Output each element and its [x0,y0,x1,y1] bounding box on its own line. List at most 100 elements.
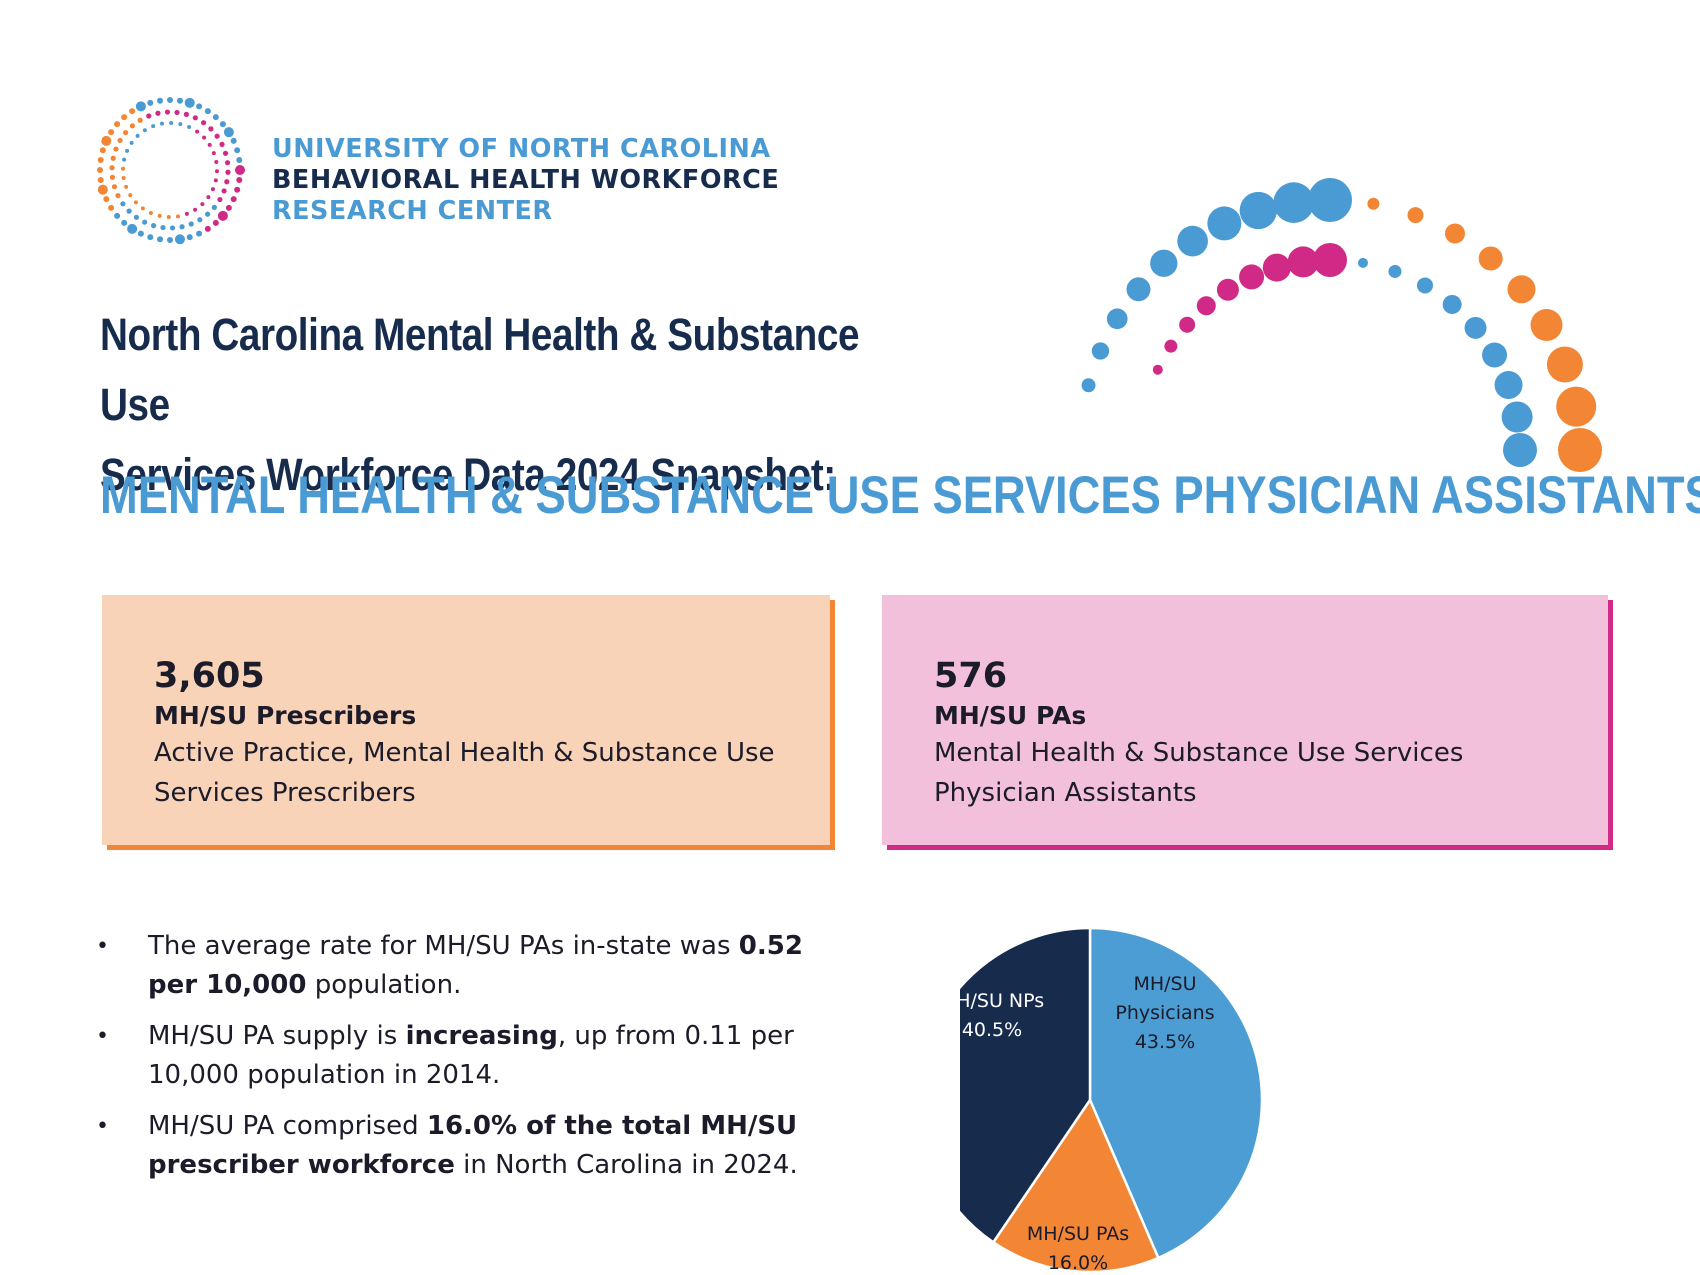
arc-dot [1273,182,1315,223]
logo-dot [108,204,115,211]
text-run-bold: 16.0% of the total MH/SU prescriber work… [148,1111,798,1180]
text-run: MH/SU PA supply is [148,1021,406,1051]
logo-dot [230,137,237,144]
logo-dot [196,103,203,110]
logo-dot [207,142,212,147]
arc-dot [1482,342,1508,368]
arc-dot [1558,428,1602,472]
text-run: in North Carolina in 2024. [454,1150,798,1180]
arc-dot [1507,275,1536,304]
logo-dot [230,196,237,203]
logo-dot [133,214,140,220]
arc-dot [1196,296,1216,316]
logo-dot [160,224,166,231]
text-run: The average rate for MH/SU PAs in-state … [148,931,739,961]
logo-dot [202,135,207,140]
logo-dot [120,201,126,207]
list-item: • MH/SU PA supply is increasing, up from… [96,1017,816,1095]
key-findings-list: • The average rate for MH/SU PAs in-stat… [96,927,816,1197]
logo-dot [214,169,219,174]
logo-dot [219,141,225,147]
logo-rings [97,97,245,245]
arc-dot [1530,309,1563,341]
bullet-icon: • [96,934,109,959]
stat-description: Active Practice, Mental Health & Substan… [154,738,775,808]
stat-number: 576 [934,656,1008,696]
list-item: • MH/SU PA comprised 16.0% of the total … [96,1107,816,1185]
text-run: population. [306,970,462,1000]
pie-label-mh-su-pas: MH/SU PAs 16.0% [1027,1223,1129,1274]
logo-dot [184,97,195,108]
arc-dot [1091,342,1110,360]
logo-dot [97,176,104,183]
stat-card-pas: 576 MH/SU PAs Mental Health & Substance … [882,595,1608,845]
logo-dot [117,137,123,144]
stat-description: Mental Health & Substance Use Services P… [934,738,1464,808]
logo-dot [179,224,185,230]
page-title-line2: Services Workforce Data 2024 Snapshot: [100,449,836,500]
logo-dot [99,147,106,154]
logo-dot [206,195,211,200]
logo-dot [121,166,126,171]
logo-dot [137,230,144,237]
arc-dot [1164,339,1178,353]
logo-dot [225,204,232,211]
logo-dot [101,135,112,146]
logo-dot [210,187,215,192]
logo-dot [204,225,211,232]
arc-dot [1503,433,1537,467]
arc-dot [1239,191,1277,230]
logo-dot [212,219,219,226]
arc-dot [1239,264,1265,290]
logo-dot [121,219,128,226]
arc-dot [1464,316,1487,339]
logo-dot [123,130,129,136]
logo-dot [125,148,130,153]
bullet-icon: • [96,1114,109,1139]
logo-dot [214,160,219,165]
logo-dot [97,157,104,164]
logo-dot [192,115,198,121]
logo-dot [122,157,127,162]
arc-dot [1445,223,1465,244]
arc-dot [1357,257,1368,268]
org-name-line1: UNIVERSITY OF NORTH CAROLINA [272,134,771,164]
logo-dot [121,175,126,180]
logo-dot [124,184,129,189]
logo-dot [109,165,115,171]
logo-dot [200,120,207,126]
logo-dot [224,160,231,166]
arc-dot [1313,243,1347,277]
logo-dot [217,210,228,221]
pie-slice-mh-su-physicians [1088,926,1264,1260]
logo-dot [147,99,154,106]
arc-dot [1388,264,1402,278]
org-name: UNIVERSITY OF NORTH CAROLINA BEHAVIORAL … [272,134,779,227]
arc-dot [1152,364,1163,375]
logo-dot [186,234,193,241]
logo-dot [213,178,218,183]
logo-dot [169,225,176,231]
logo-dot [97,167,103,173]
logo-dot [121,114,128,121]
logo-dot [195,129,200,134]
logo-dot [234,147,241,154]
logo-dot [204,108,211,115]
logo-dot [178,122,183,127]
bullet-icon: • [96,1024,109,1049]
logo-dot [196,230,203,237]
org-name-line2: BEHAVIORAL HEALTH WORKFORCE [272,165,780,195]
logo-dot [217,196,223,203]
logo-dot [166,214,171,219]
arc-dot [1442,294,1462,314]
logo-dot [164,109,171,115]
stat-number: 3,605 [154,656,265,696]
logo-dot [222,150,229,156]
arc-dot [1494,371,1523,400]
logo-dot [126,208,132,214]
logo-dot [137,117,143,123]
page-title-line1: North Carolina Mental Health & Substance… [100,309,860,430]
org-name-line3: RESEARCH CENTER [272,196,553,226]
stat-card-prescribers: 3,605 MH/SU Prescribers Active Practice,… [102,595,830,845]
